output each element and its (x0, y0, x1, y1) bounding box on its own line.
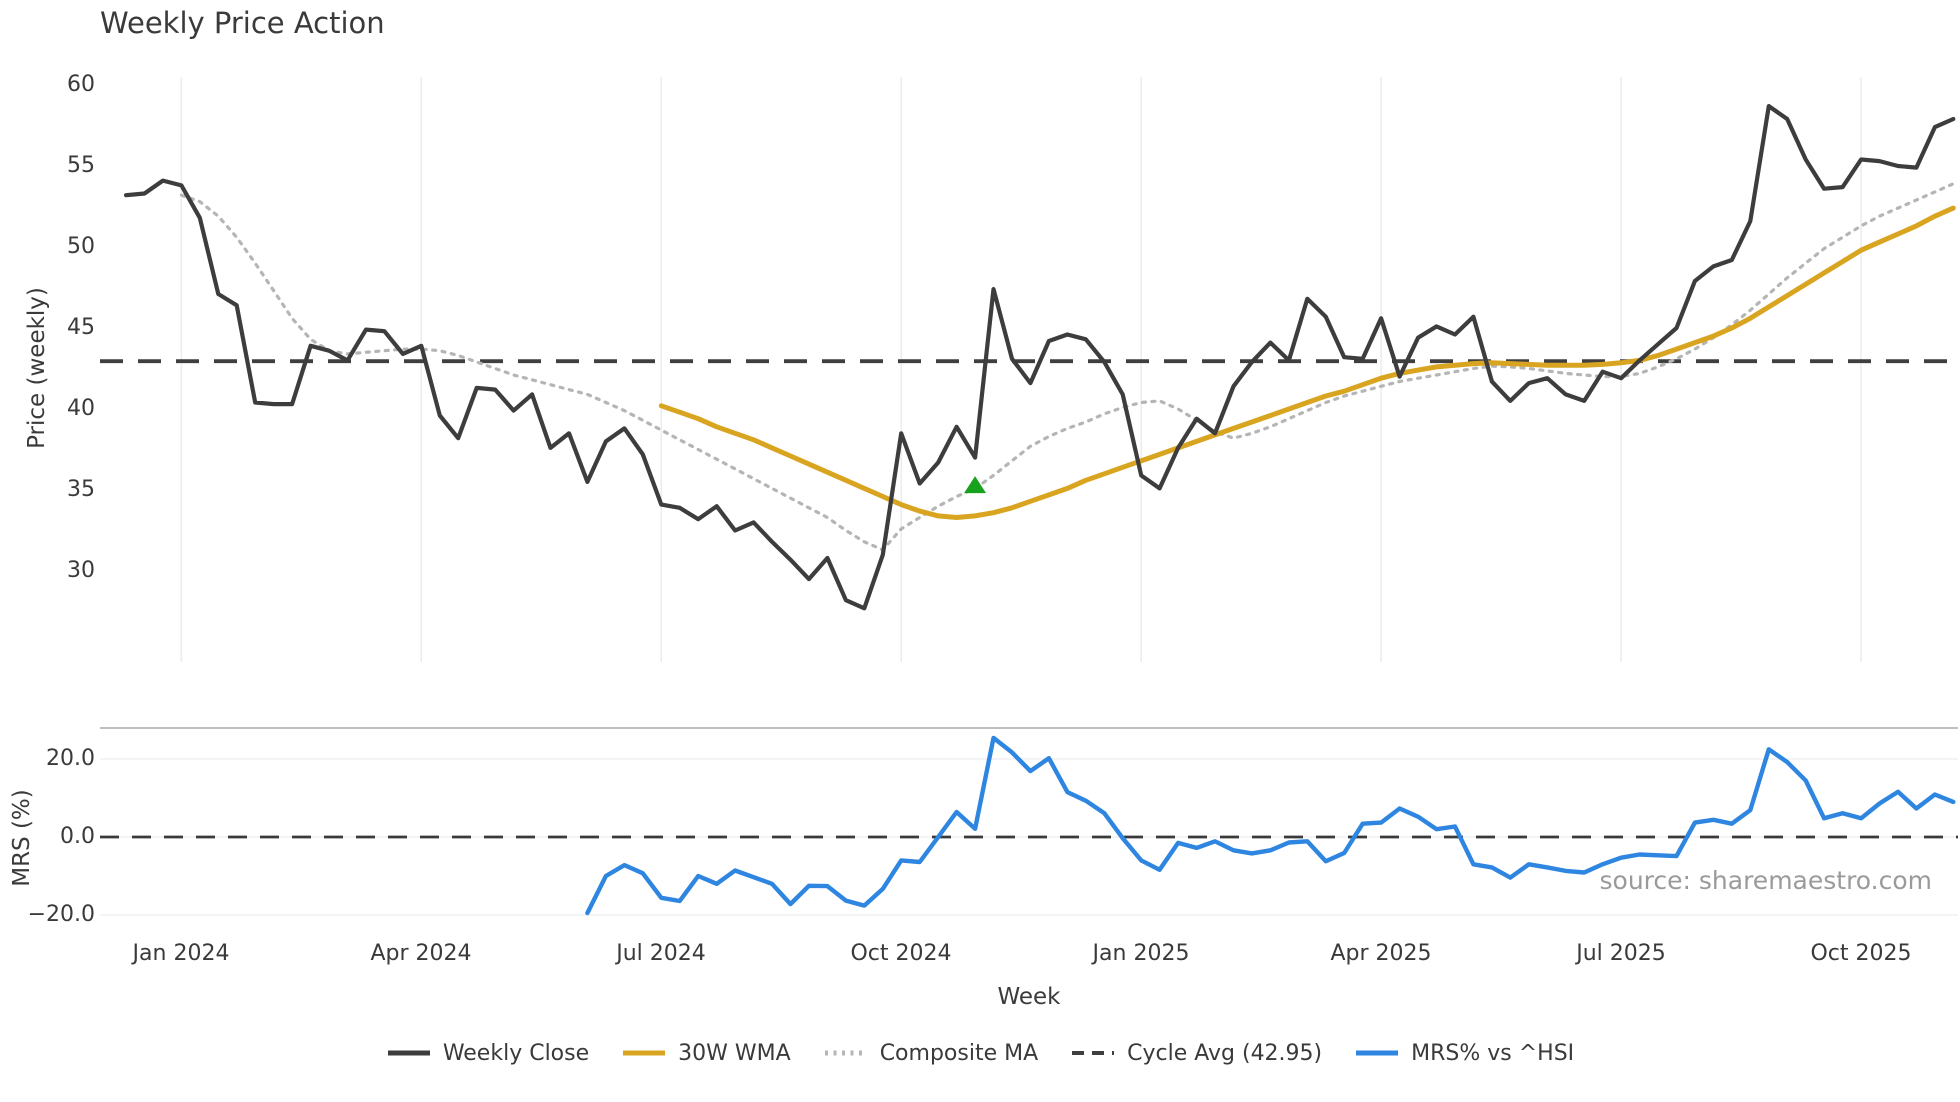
x-tick-oct-2025: Oct 2025 (1810, 941, 1912, 966)
x-tick-apr-2025: Apr 2025 (1330, 941, 1432, 966)
weekly-close-line-icon (387, 1050, 430, 1056)
price-ytick-50: 50 (67, 234, 95, 259)
wma-line-icon (623, 1050, 666, 1056)
cycle-avg-dashed-line-icon (1072, 1051, 1115, 1055)
composite-ma-dotted-line-icon (824, 1050, 867, 1056)
chart-title: Weekly Price Action (100, 6, 385, 40)
mrs-line-icon (1356, 1050, 1399, 1056)
legend-label: Weekly Close (442, 1040, 590, 1066)
mrs-ytick-20: 20.0 (46, 746, 95, 771)
mrs-line (585, 735, 1956, 916)
composite-ma-line (179, 182, 1955, 552)
price-ytick-60: 60 (67, 72, 95, 97)
price-ytick-30: 30 (67, 558, 95, 583)
mrs-ytick-neg20: −20.0 (27, 902, 95, 927)
legend-item-30w-wma: 30W WMA (621, 1041, 791, 1066)
legend-label: MRS% vs ^HSI (1411, 1040, 1575, 1066)
price-axis-label: Price (weekly) (24, 287, 50, 449)
x-tick-jan-2025: Jan 2025 (1092, 941, 1190, 966)
legend-label: Composite MA (879, 1040, 1039, 1066)
weekly-close-line (123, 103, 1956, 611)
x-tick-jul-2024: Jul 2024 (616, 941, 706, 966)
mrs-ytick-0: 0.0 (60, 824, 95, 849)
legend-item-weekly-close: Weekly Close (386, 1041, 589, 1066)
legend-label: Cycle Avg (42.95) (1127, 1040, 1323, 1066)
buy-signal-triangle-icon (964, 476, 987, 494)
week-axis-label: Week (997, 984, 1061, 1010)
legend-item-mrs: MRS% vs ^HSI (1354, 1041, 1574, 1066)
x-tick-oct-2024: Oct 2024 (850, 941, 952, 966)
price-ytick-55: 55 (67, 153, 95, 178)
price-ytick-35: 35 (67, 477, 95, 502)
x-tick-jan-2024: Jan 2024 (132, 941, 230, 966)
price-ytick-45: 45 (67, 315, 95, 340)
legend-label: 30W WMA (678, 1040, 791, 1066)
legend-item-cycle-avg: Cycle Avg (42.95) (1070, 1041, 1322, 1066)
wma-30w-line (658, 205, 1956, 520)
legend: Weekly Close 30W WMA Composite MA Cycle … (0, 1030, 1960, 1076)
source-credit: source: sharemaestro.com (1599, 866, 1933, 895)
x-tick-jul-2025: Jul 2025 (1576, 941, 1666, 966)
x-tick-apr-2024: Apr 2024 (370, 941, 472, 966)
price-ytick-40: 40 (67, 396, 95, 421)
legend-item-composite-ma: Composite MA (823, 1041, 1038, 1066)
